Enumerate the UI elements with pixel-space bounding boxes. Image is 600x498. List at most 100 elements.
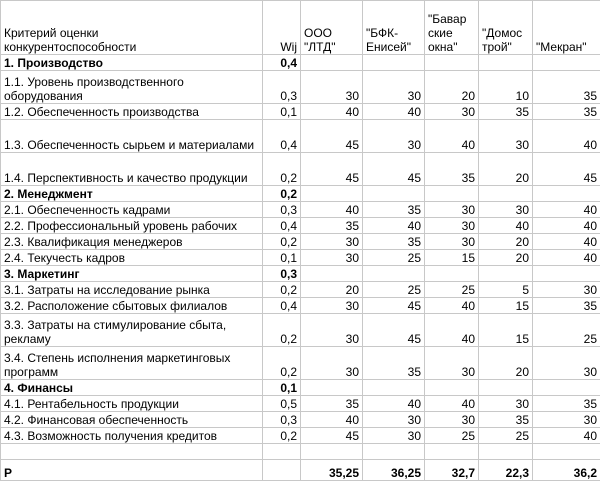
cell: 1. Производство [0,54,263,71]
cell: 30 [424,201,479,218]
section-row: 3. Маркетинг 0,3 [0,265,600,282]
table-body: Критерий оценки конкурентоспособности Wij… [0,0,600,481]
cell: 5 [478,281,533,298]
cell: 30 [300,346,363,380]
cell: 0,1 [262,103,301,120]
cell [478,443,533,460]
cell: 1.3. Обеспеченность сырьем и материалами [0,119,263,153]
cell [478,54,533,71]
cell: 36,2 [532,459,600,481]
cell: 25 [362,281,425,298]
cell: 35 [300,217,363,234]
cell: 35 [362,346,425,380]
cell [362,443,425,460]
cell: 40 [362,395,425,412]
cell: 35 [362,201,425,218]
row: 3.1. Затраты на исследование рынка 0,2 20 2… [0,281,600,298]
cell: 2. Менеджмент [0,185,263,202]
cell [300,379,363,396]
cell: 0,2 [262,346,301,380]
cell: 30 [300,233,363,250]
cell: 40 [424,119,479,153]
cell: 30 [478,201,533,218]
row: 3.3. Затраты на стимулирование сбыта, ре… [0,313,600,347]
cell: 0,4 [262,217,301,234]
cell: 0,4 [262,54,301,71]
cell: 30 [424,103,479,120]
cell: 35 [478,103,533,120]
cell: 20 [478,249,533,266]
cell: 20 [478,346,533,380]
cell [424,54,479,71]
cell: 0,2 [262,281,301,298]
cell: 25 [478,427,533,444]
cell: 0,3 [262,201,301,218]
cell: 2.4. Текучесть кадров [0,249,263,266]
cell: 25 [424,281,479,298]
cell: 1.2. Обеспеченность производства [0,103,263,120]
cell: 4.2. Финансовая обеспеченность [0,411,263,428]
row: 4.1. Рентабельность продукции 0,5 35 40 40 30… [0,395,600,412]
cell: 0,2 [262,313,301,347]
cell: 15 [424,249,479,266]
row: 2.3. Квалификация менеджеров 0,2 30 35 30 20 4… [0,233,600,250]
cell: 10 [478,70,533,104]
cell: 3.2. Расположение сбытовых филиалов [0,297,263,314]
row: 3.2. Расположение сбытовых филиалов 0,4 30… [0,297,600,314]
cell: 35 [362,233,425,250]
cell: 30 [424,233,479,250]
cell: 30 [424,217,479,234]
cell: 45 [300,119,363,153]
cell: 15 [478,297,533,314]
row: 4.2. Финансовая обеспеченность 0,3 40 30 30 3… [0,411,600,428]
cell: 40 [300,201,363,218]
cell: 2.1. Обеспеченность кадрами [0,201,263,218]
cell [300,185,363,202]
cell: 30 [300,297,363,314]
cell: 30 [300,70,363,104]
cell [262,459,301,481]
cell [362,265,425,282]
cell: Критерий оценки конкурентоспособности [0,0,263,55]
cell: ООО "ЛТД" [300,0,363,55]
cell: 0,3 [262,265,301,282]
cell: 0,4 [262,297,301,314]
cell: 25 [532,313,600,347]
cell: 0,3 [262,411,301,428]
cell [424,185,479,202]
cell: 40 [424,395,479,412]
cell: 45 [532,152,600,186]
cell: 45 [362,313,425,347]
cell: 3. Маркетинг [0,265,263,282]
cell: 0,2 [262,427,301,444]
cell [532,379,600,396]
cell: 0,3 [262,70,301,104]
cell: 20 [300,281,363,298]
cell: 40 [362,103,425,120]
row: 1.4. Перспективность и качество продукци… [0,152,600,186]
cell: 36,25 [362,459,425,481]
cell: 4. Финансы [0,379,263,396]
cell: 30 [362,427,425,444]
cell: 40 [532,217,600,234]
cell: 30 [362,70,425,104]
cell: 15 [478,313,533,347]
cell: 30 [300,249,363,266]
section-row: 1. Производство 0,4 [0,54,600,71]
header-row: Критерий оценки конкурентоспособности Wij… [0,0,600,55]
cell: 20 [478,152,533,186]
cell [424,265,479,282]
cell [362,54,425,71]
cell [300,443,363,460]
cell: 32,7 [424,459,479,481]
cell: P [0,459,263,481]
cell: 20 [424,70,479,104]
cell [424,379,479,396]
cell: 30 [300,313,363,347]
cell [478,379,533,396]
row: 1.2. Обеспеченность производства 0,1 40 40 3… [0,103,600,120]
cell: 35 [424,152,479,186]
cell: 30 [532,281,600,298]
cell: 45 [300,427,363,444]
